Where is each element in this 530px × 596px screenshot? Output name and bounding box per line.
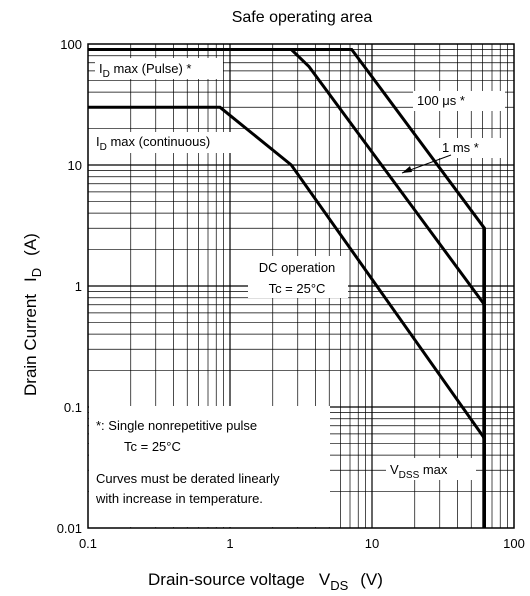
id-cont-label: ID max (continuous) xyxy=(96,134,210,153)
us100-label: 100 μs * xyxy=(417,93,465,108)
x-tick-label: 0.1 xyxy=(79,536,97,551)
note-box xyxy=(89,406,330,527)
ms1-bg xyxy=(438,138,504,158)
series-dc xyxy=(88,105,486,528)
id-pulse-bg xyxy=(95,58,223,79)
note-line-3: Curves must be derated linearly xyxy=(96,471,280,486)
series-ms1 xyxy=(290,48,486,528)
y-tick-label: 1 xyxy=(75,279,82,294)
chart-title: Safe operating area xyxy=(232,9,373,26)
x-tick-label: 100 xyxy=(503,536,525,551)
y-tick-label: 100 xyxy=(60,37,82,52)
y-tick-label: 0.1 xyxy=(64,400,82,415)
note-line-2: Tc = 25°C xyxy=(124,439,181,454)
id-cont-bg xyxy=(93,132,241,153)
dc-bg xyxy=(248,256,348,298)
note-line-1: *: Single nonrepetitive pulse xyxy=(96,418,257,433)
ms1-arrowhead xyxy=(402,166,412,173)
y-axis-label: Drain CurrentID(A) xyxy=(21,233,44,396)
plot-frame xyxy=(87,43,515,529)
dc-operation-label: DC operation xyxy=(259,260,336,275)
vdss-bg xyxy=(386,458,476,480)
y-tick-label: 10 xyxy=(68,158,82,173)
x-tick-label: 1 xyxy=(226,536,233,551)
y-tick-label: 0.01 xyxy=(57,521,82,536)
annotation-backgrounds xyxy=(89,58,505,527)
x-axis-label: Drain-source voltage VDS (V) xyxy=(148,570,383,593)
series xyxy=(88,48,486,528)
us100-bg xyxy=(413,91,505,111)
note-line-4: with increase in temperature. xyxy=(95,491,263,506)
id-pulse-label: ID max (Pulse) * xyxy=(99,61,192,80)
x-tick-label: 10 xyxy=(365,536,379,551)
ms1-label: 1 ms * xyxy=(442,140,479,155)
vdss-label: VDSS max xyxy=(390,462,448,481)
dc-tc-label: Tc = 25°C xyxy=(269,281,326,296)
